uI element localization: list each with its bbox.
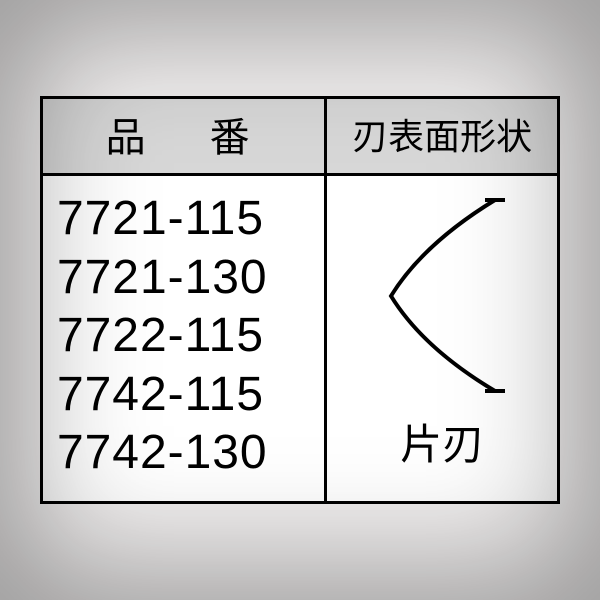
table-row: 7721-115 7721-130 7722-115 7742-115 7742…	[42, 175, 559, 503]
header-shape: 刃表面形状	[326, 98, 559, 175]
shape-cell: 片刃	[326, 175, 559, 503]
blade-profile-icon	[367, 198, 517, 393]
spec-sheet: 品 番 刃表面形状 7721-115 7721-130 7722-115 774…	[40, 96, 560, 504]
table-header-row: 品 番 刃表面形状	[42, 98, 559, 175]
spec-table: 品 番 刃表面形状 7721-115 7721-130 7722-115 774…	[40, 96, 560, 504]
header-code: 品 番	[42, 98, 326, 175]
code-value: 7722-115	[57, 307, 310, 366]
codes-cell: 7721-115 7721-130 7722-115 7742-115 7742…	[42, 175, 326, 503]
shape-label: 片刃	[400, 411, 484, 472]
code-value: 7742-115	[57, 366, 310, 425]
code-value: 7721-130	[57, 249, 310, 308]
code-value: 7721-115	[57, 190, 310, 249]
code-value: 7742-130	[57, 424, 310, 483]
shape-wrap: 片刃	[327, 176, 557, 486]
